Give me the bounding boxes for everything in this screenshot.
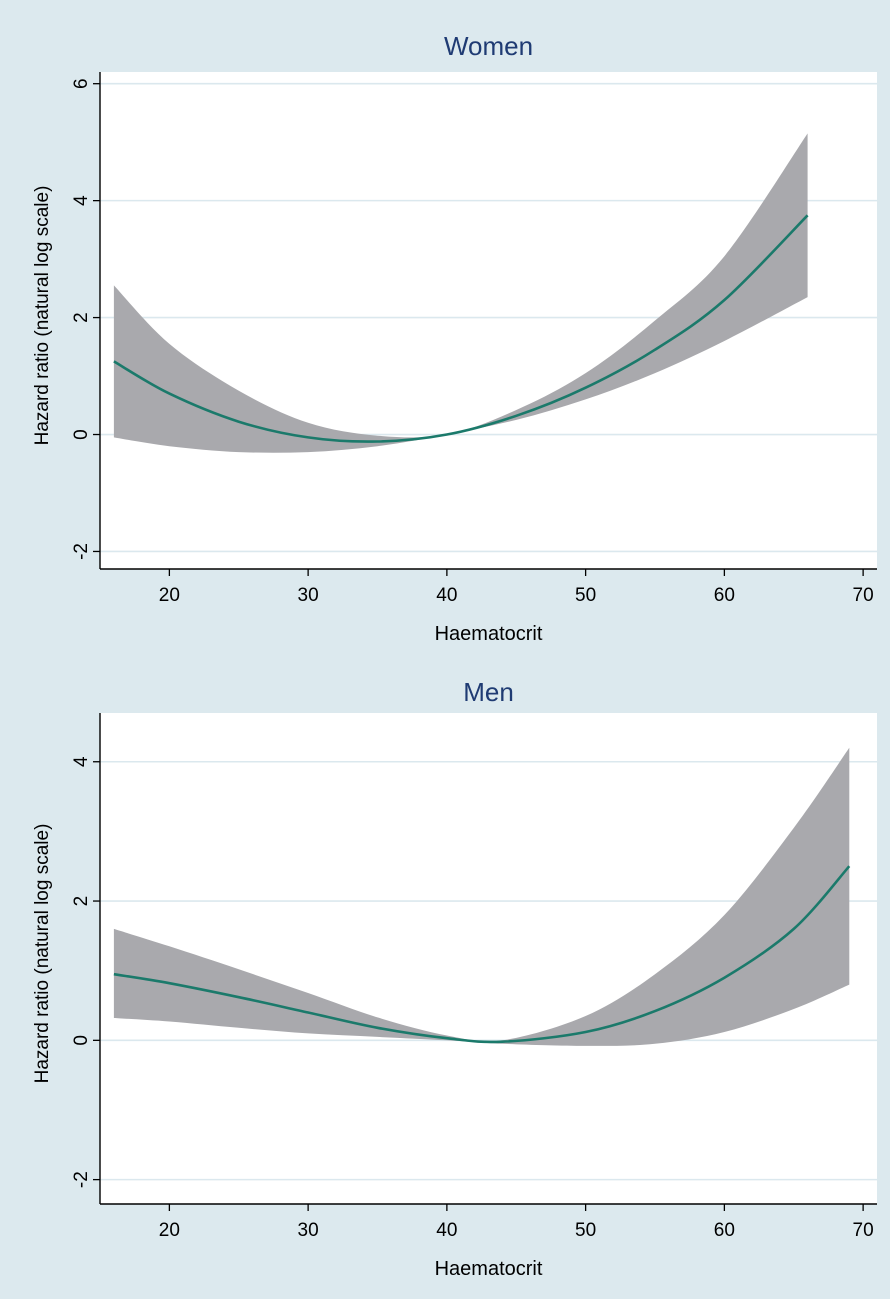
- y-axis-label: Hazard ratio (natural log scale): [32, 186, 53, 446]
- x-tick-label: 30: [298, 585, 319, 606]
- x-tick-label: 50: [575, 585, 596, 606]
- y-tick-label: 6: [71, 78, 92, 89]
- y-tick-label: 2: [71, 312, 92, 323]
- x-axis-label: Haematocrit: [435, 1258, 543, 1280]
- confidence-band: [113, 133, 808, 453]
- x-axis-label: Haematocrit: [435, 623, 543, 645]
- confidence-band: [113, 747, 850, 1046]
- x-tick-label: 40: [436, 1220, 457, 1241]
- x-tick-label: 70: [853, 1220, 874, 1241]
- x-tick-label: 20: [159, 1220, 180, 1241]
- x-tick-label: 60: [714, 585, 735, 606]
- y-tick-label: 2: [71, 896, 92, 907]
- y-tick-label: 4: [71, 756, 92, 767]
- y-tick-label: 4: [71, 195, 92, 206]
- x-tick-label: 70: [853, 585, 874, 606]
- fitted-line: [113, 865, 851, 1044]
- x-tick-label: 20: [159, 585, 180, 606]
- fitted-line: [113, 214, 809, 443]
- x-tick-label: 50: [575, 1220, 596, 1241]
- y-tick-label: -2: [71, 1171, 92, 1188]
- y-tick-label: 0: [71, 429, 92, 440]
- x-tick-label: 40: [436, 585, 457, 606]
- y-axis-label: Hazard ratio (natural log scale): [32, 824, 53, 1084]
- x-tick-label: 60: [714, 1220, 735, 1241]
- chart-title: Men: [463, 677, 514, 707]
- y-tick-label: -2: [71, 543, 92, 560]
- x-tick-label: 30: [298, 1220, 319, 1241]
- y-tick-label: 0: [71, 1035, 92, 1046]
- chart-title: Women: [444, 31, 533, 61]
